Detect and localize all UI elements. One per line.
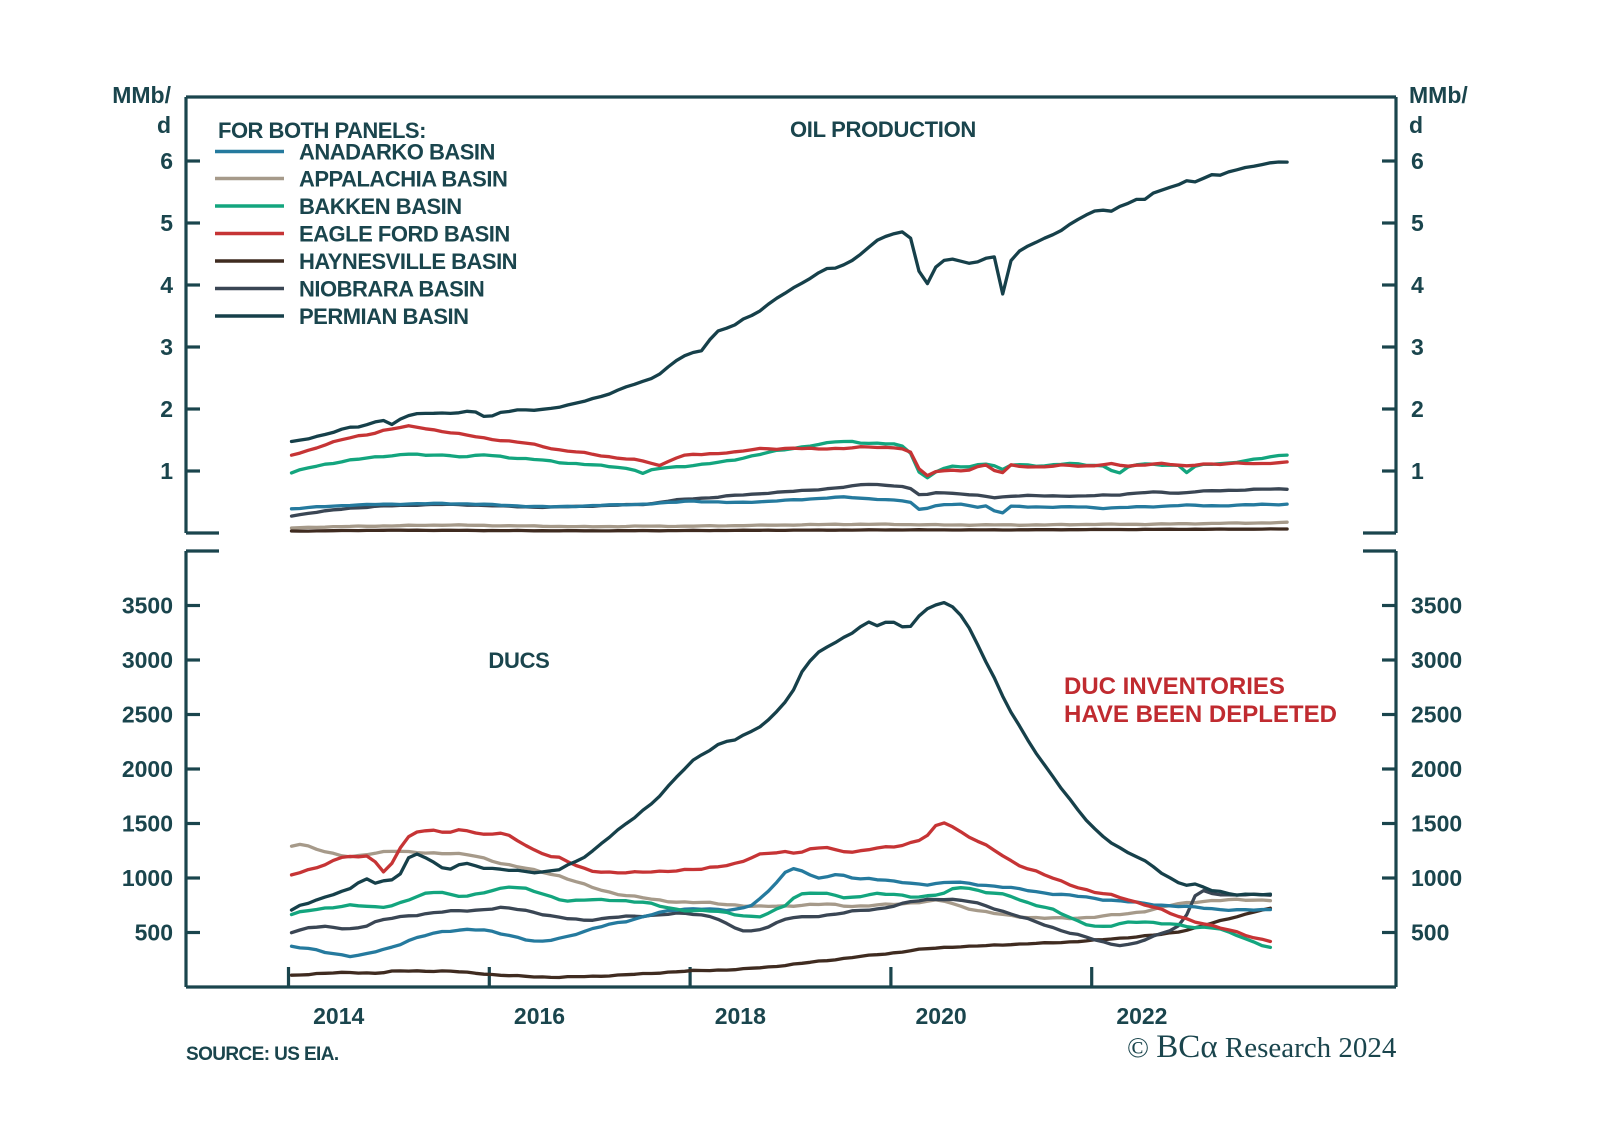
svg-text:3: 3: [1411, 334, 1424, 360]
svg-text:OIL PRODUCTION: OIL PRODUCTION: [790, 117, 976, 142]
svg-text:DUCS: DUCS: [488, 648, 549, 673]
svg-text:2000: 2000: [1411, 756, 1462, 782]
svg-text:FOR BOTH PANELS:: FOR BOTH PANELS:: [218, 118, 426, 143]
svg-text:2: 2: [160, 396, 173, 422]
svg-text:3500: 3500: [1411, 593, 1462, 619]
svg-text:2000: 2000: [122, 756, 173, 782]
svg-text:NIOBRARA BASIN: NIOBRARA BASIN: [299, 277, 484, 302]
svg-text:2018: 2018: [715, 1003, 766, 1029]
svg-text:3000: 3000: [122, 647, 173, 673]
svg-text:2500: 2500: [122, 702, 173, 728]
svg-text:2016: 2016: [514, 1003, 565, 1029]
svg-text:MMb/: MMb/: [1409, 82, 1468, 108]
svg-text:2014: 2014: [313, 1003, 364, 1029]
svg-text:1000: 1000: [1411, 865, 1462, 891]
svg-text:© BCα Research 2024: © BCα Research 2024: [1127, 1029, 1397, 1065]
svg-text:2: 2: [1411, 396, 1424, 422]
svg-text:BAKKEN BASIN: BAKKEN BASIN: [299, 194, 462, 219]
svg-text:4: 4: [160, 272, 173, 298]
svg-text:3500: 3500: [122, 593, 173, 619]
svg-text:1000: 1000: [122, 865, 173, 891]
svg-text:3000: 3000: [1411, 647, 1462, 673]
svg-text:ANADARKO BASIN: ANADARKO BASIN: [299, 140, 495, 165]
svg-text:4: 4: [1411, 272, 1424, 298]
svg-text:EAGLE FORD BASIN: EAGLE FORD BASIN: [299, 222, 510, 247]
svg-text:1500: 1500: [1411, 811, 1462, 837]
svg-text:1500: 1500: [122, 811, 173, 837]
svg-text:6: 6: [1411, 148, 1424, 174]
svg-text:MMb/: MMb/: [112, 82, 171, 108]
svg-text:HAYNESVILLE BASIN: HAYNESVILLE BASIN: [299, 249, 517, 274]
svg-text:500: 500: [135, 920, 173, 946]
svg-text:3: 3: [160, 334, 173, 360]
svg-text:PERMIAN BASIN: PERMIAN BASIN: [299, 304, 469, 329]
svg-text:1: 1: [1411, 458, 1424, 484]
svg-text:SOURCE: US EIA.: SOURCE: US EIA.: [186, 1044, 339, 1065]
svg-text:500: 500: [1411, 920, 1449, 946]
svg-text:1: 1: [160, 458, 173, 484]
svg-text:2020: 2020: [916, 1003, 967, 1029]
svg-text:5: 5: [160, 210, 173, 236]
svg-text:APPALACHIA BASIN: APPALACHIA BASIN: [299, 167, 507, 192]
svg-text:5: 5: [1411, 210, 1424, 236]
svg-text:HAVE BEEN DEPLETED: HAVE BEEN DEPLETED: [1064, 701, 1337, 728]
svg-text:d: d: [157, 112, 171, 138]
svg-text:DUC INVENTORIES: DUC INVENTORIES: [1064, 673, 1285, 700]
svg-text:2500: 2500: [1411, 702, 1462, 728]
svg-text:d: d: [1409, 112, 1423, 138]
svg-text:2022: 2022: [1116, 1003, 1167, 1029]
svg-text:6: 6: [160, 148, 173, 174]
